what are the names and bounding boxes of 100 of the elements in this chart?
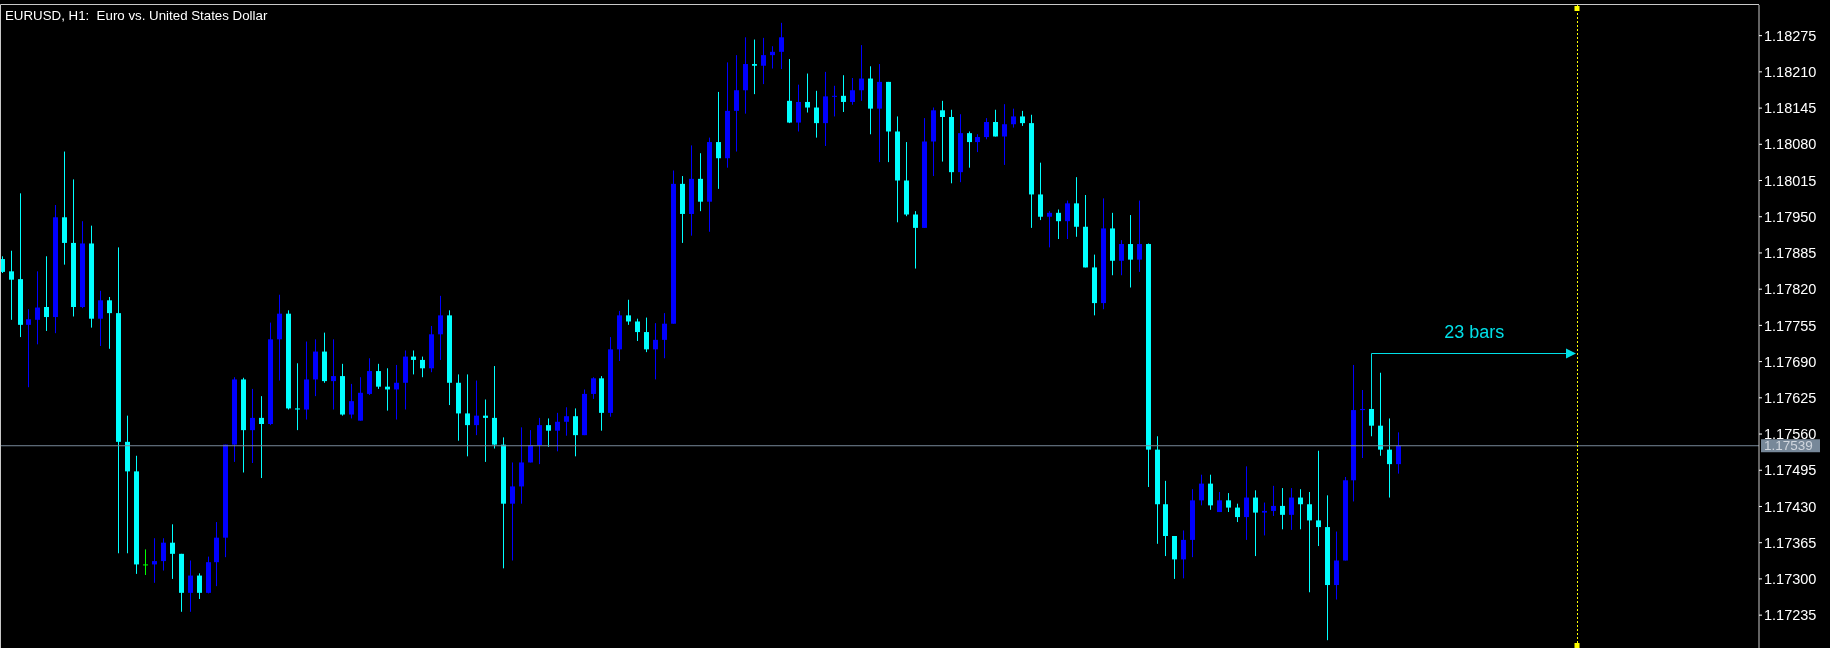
candlestick [796, 84, 801, 132]
candlestick [26, 308, 31, 388]
candlestick [635, 318, 640, 342]
candlestick [1172, 535, 1177, 580]
candlestick [564, 406, 569, 437]
candlestick [591, 376, 596, 400]
candlestick [188, 560, 193, 613]
candlestick [779, 22, 784, 70]
y-tick-label: 1.18080 [1764, 136, 1817, 153]
candlestick [1289, 487, 1294, 531]
y-tick-label: 1.17300 [1764, 571, 1817, 588]
candlestick [1002, 103, 1007, 166]
candlestick [644, 317, 649, 353]
candlestick [573, 407, 578, 457]
candlestick [1038, 162, 1043, 221]
candlestick [653, 322, 658, 380]
candlestick [1244, 465, 1249, 541]
candlestick [331, 338, 336, 411]
candlestick [984, 117, 989, 140]
candlestick [787, 58, 792, 124]
y-tick-label: 1.17430 [1764, 498, 1817, 515]
candlestick [465, 373, 470, 457]
candlestick [510, 461, 515, 562]
candlestick [35, 270, 40, 345]
candlestick [913, 210, 918, 270]
candlestick [1056, 208, 1061, 240]
y-tick-label: 1.17820 [1764, 281, 1817, 298]
candlestick [376, 363, 381, 390]
candlestick [1199, 474, 1204, 506]
candlestick [850, 77, 855, 106]
candlestick [626, 299, 631, 326]
candlestick [170, 523, 175, 580]
chart-title: EURUSD, H1: Euro vs. United States Dollar [5, 8, 268, 23]
candlestick [1181, 529, 1186, 579]
candlestick [197, 572, 202, 600]
candlestick [814, 90, 819, 139]
candlestick [1262, 502, 1267, 536]
y-tick-label: 1.18275 [1764, 27, 1817, 44]
candlestick [161, 537, 166, 572]
candlestick [1369, 407, 1374, 437]
y-tick-label: 1.17885 [1764, 245, 1817, 262]
y-tick-label: 1.18015 [1764, 172, 1817, 189]
candlestick [528, 429, 533, 463]
candlestick [259, 395, 264, 479]
candlestick [44, 255, 49, 332]
candlestick [1316, 450, 1321, 547]
candlestick [483, 398, 488, 463]
candlestick [474, 380, 479, 436]
candlestick [519, 426, 524, 505]
candlestick [98, 290, 103, 347]
candlestick [1378, 372, 1383, 457]
y-tick-label: 1.17235 [1764, 607, 1817, 624]
candlestick [1128, 214, 1133, 288]
candlestick [1011, 108, 1016, 129]
candlestick [1137, 200, 1142, 273]
y-tick-label: 1.17495 [1764, 462, 1817, 479]
annotation: 23 bars [1444, 321, 1505, 342]
candlestick [698, 152, 703, 212]
candlestick [734, 54, 739, 153]
y-tick-label: 1.17950 [1764, 208, 1817, 225]
candlestick [841, 74, 846, 113]
candlestick [546, 417, 551, 448]
candlestick [752, 39, 757, 95]
candlestick [394, 364, 399, 421]
candlestick [662, 312, 667, 359]
candlestick [349, 383, 354, 419]
candlestick [1226, 492, 1231, 513]
candlestick [940, 100, 945, 163]
candlestick [993, 109, 998, 137]
y-tick-label: 1.18210 [1764, 64, 1817, 81]
candlestick [1271, 485, 1276, 517]
y-tick-label: 1.18145 [1764, 100, 1817, 117]
candlestick [1119, 239, 1124, 276]
candlestick [1253, 489, 1258, 557]
y-tick-label: 1.17755 [1764, 317, 1817, 334]
candlestick [1235, 503, 1240, 523]
candlestick [1280, 487, 1285, 530]
candlestick [1047, 210, 1052, 248]
candlestick [295, 362, 300, 431]
candlestick [761, 37, 766, 85]
candlestick [832, 85, 837, 117]
candlestick [555, 412, 560, 452]
candlestick [420, 356, 425, 378]
candlestick [367, 357, 372, 396]
candlestick [107, 296, 112, 350]
candlestick [967, 130, 972, 169]
y-tick-label: 1.17690 [1764, 353, 1817, 370]
candlestick [859, 44, 864, 102]
candlestick [9, 250, 14, 321]
candlestick [1396, 431, 1401, 475]
candlestick [250, 388, 255, 464]
candlestick [1208, 474, 1213, 511]
candlestick [1307, 491, 1312, 593]
candlestick [1074, 176, 1079, 238]
ref-line-label: 1.17539 [1764, 438, 1813, 454]
candlestick [1065, 200, 1070, 240]
candlestick [438, 295, 443, 361]
candlestick [716, 91, 721, 190]
candlestick [1298, 488, 1303, 530]
candlestick [537, 417, 542, 465]
